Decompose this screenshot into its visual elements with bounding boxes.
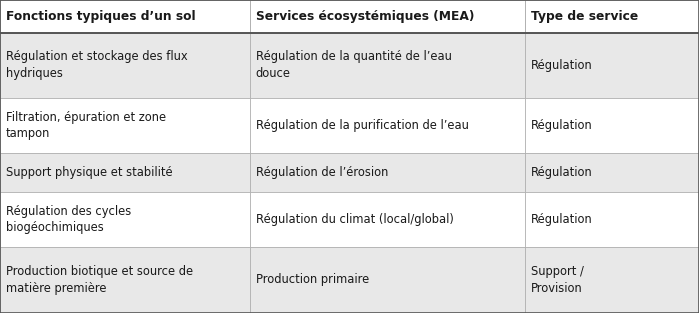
Bar [525, 192, 699, 247]
Text: Production biotique et source de
matière première: Production biotique et source de matière… [6, 265, 193, 295]
Bar [250, 192, 525, 247]
Text: Régulation de la purification de l’eau: Régulation de la purification de l’eau [256, 119, 469, 132]
Bar [525, 33, 699, 98]
Text: Régulation de la quantité de l’eau
douce: Régulation de la quantité de l’eau douce [256, 50, 452, 80]
Bar [0, 98, 250, 153]
Bar [525, 153, 699, 192]
Text: Services écosystémiques (MEA): Services écosystémiques (MEA) [256, 10, 474, 23]
Text: Régulation et stockage des flux
hydriques: Régulation et stockage des flux hydrique… [6, 50, 187, 80]
Text: Fonctions typiques d’un sol: Fonctions typiques d’un sol [6, 10, 195, 23]
Bar [0, 192, 250, 247]
Bar [525, 98, 699, 153]
Bar [525, 0, 699, 33]
Bar [250, 153, 525, 192]
Bar [0, 247, 250, 313]
Text: Régulation du climat (local/global): Régulation du climat (local/global) [256, 213, 454, 226]
Bar [250, 33, 525, 98]
Text: Régulation des cycles
biogéochimiques: Régulation des cycles biogéochimiques [6, 205, 131, 234]
Bar [250, 247, 525, 313]
Text: Type de service: Type de service [531, 10, 637, 23]
Text: Régulation: Régulation [531, 119, 592, 132]
Text: Filtration, épuration et zone
tampon: Filtration, épuration et zone tampon [6, 110, 166, 140]
Text: Régulation: Régulation [531, 166, 592, 179]
Bar [0, 33, 250, 98]
Text: Régulation de l’érosion: Régulation de l’érosion [256, 166, 388, 179]
Bar [250, 0, 525, 33]
Text: Support physique et stabilité: Support physique et stabilité [6, 166, 172, 179]
Text: Support /
Provision: Support / Provision [531, 265, 584, 295]
Text: Production primaire: Production primaire [256, 274, 369, 286]
Bar [0, 153, 250, 192]
Text: Régulation: Régulation [531, 59, 592, 72]
Bar [525, 247, 699, 313]
Bar [0, 0, 250, 33]
Bar [250, 98, 525, 153]
Text: Régulation: Régulation [531, 213, 592, 226]
